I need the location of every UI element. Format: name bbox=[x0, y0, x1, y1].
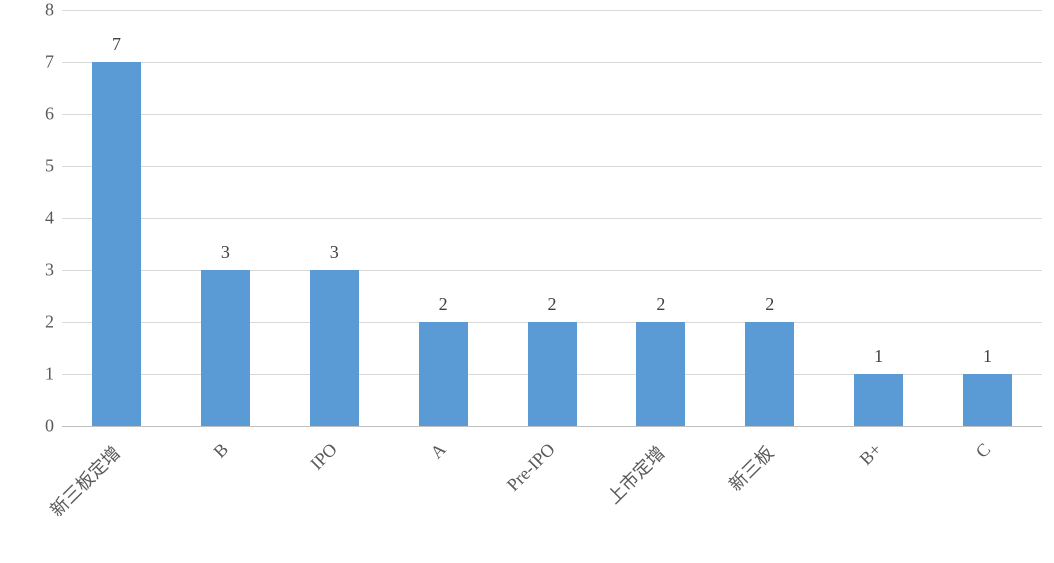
value-label: 2 bbox=[548, 294, 557, 315]
y-tick-label: 3 bbox=[20, 260, 54, 281]
value-label: 1 bbox=[874, 346, 883, 367]
gridline bbox=[62, 166, 1042, 167]
x-tick-label: C bbox=[972, 439, 995, 462]
value-label: 1 bbox=[983, 346, 992, 367]
value-label: 2 bbox=[439, 294, 448, 315]
y-tick-label: 5 bbox=[20, 156, 54, 177]
x-tick-label: 新三板定增 bbox=[44, 440, 126, 522]
y-tick-label: 1 bbox=[20, 364, 54, 385]
y-tick-label: 0 bbox=[20, 416, 54, 437]
value-label: 7 bbox=[112, 34, 121, 55]
bar-chart: 0 1 2 3 4 5 6 7 8 7 新三板定增 3 B 3 IPO 2 A 2 Pre-IPO 2 上市定增 2 新三板… bbox=[0, 0, 1054, 563]
x-tick-label: B bbox=[209, 439, 232, 462]
bar bbox=[201, 270, 250, 426]
bar bbox=[963, 374, 1012, 426]
bar bbox=[92, 62, 141, 426]
y-tick-label: 4 bbox=[20, 208, 54, 229]
x-tick-label: A bbox=[426, 439, 450, 463]
x-tick-label: 上市定增 bbox=[601, 440, 670, 509]
y-tick-label: 7 bbox=[20, 52, 54, 73]
bar bbox=[854, 374, 903, 426]
gridline bbox=[62, 114, 1042, 115]
x-tick-label: IPO bbox=[306, 439, 341, 474]
bar bbox=[310, 270, 359, 426]
bar bbox=[528, 322, 577, 426]
plot-area: 0123456787新三板定增3B3IPO2A2Pre-IPO2上市定增2新三板… bbox=[62, 10, 1042, 426]
gridline bbox=[62, 62, 1042, 63]
y-tick-label: 6 bbox=[20, 104, 54, 125]
value-label: 3 bbox=[330, 242, 339, 263]
gridline bbox=[62, 426, 1042, 427]
bar bbox=[636, 322, 685, 426]
gridline bbox=[62, 218, 1042, 219]
y-tick-label: 8 bbox=[20, 0, 54, 21]
x-tick-label: 新三板 bbox=[722, 440, 779, 497]
x-tick-label: Pre-IPO bbox=[503, 439, 560, 496]
bar bbox=[419, 322, 468, 426]
bar bbox=[745, 322, 794, 426]
y-tick-label: 2 bbox=[20, 312, 54, 333]
gridline bbox=[62, 10, 1042, 11]
value-label: 3 bbox=[221, 242, 230, 263]
value-label: 2 bbox=[765, 294, 774, 315]
value-label: 2 bbox=[656, 294, 665, 315]
x-tick-label: B+ bbox=[856, 439, 887, 470]
